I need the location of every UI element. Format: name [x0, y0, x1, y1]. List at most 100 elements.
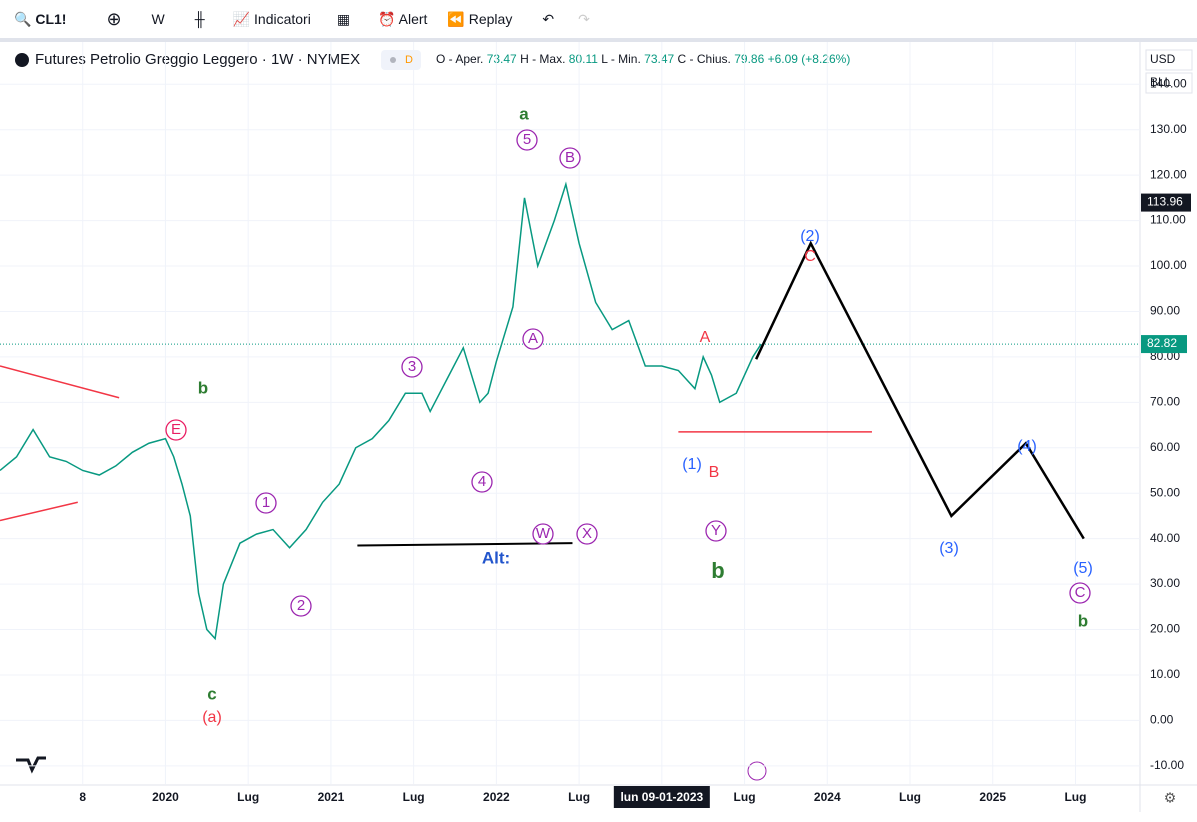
x-tick-label: 8: [79, 790, 86, 804]
x-crosshair-bg: [613, 786, 710, 808]
y-tick-label: 20.00: [1150, 622, 1180, 636]
unit-button[interactable]: [1145, 72, 1193, 94]
ohlc: O - Aper. 73.47 H - Max. 80.11 L - Min. …: [436, 52, 850, 66]
label: O - Aper.: [436, 52, 483, 66]
y-tick-label: 10.00: [1150, 667, 1180, 681]
x-tick-label: 2024: [814, 790, 841, 804]
y-tick-label: 90.00: [1150, 304, 1180, 318]
value: 79.86: [734, 52, 764, 66]
x-tick-label: 2021: [318, 790, 345, 804]
change: +6.09 (+8.26%): [768, 52, 851, 66]
alert-label[interactable]: Alert: [398, 10, 428, 27]
alert[interactable]: ⏰ Alert: [378, 10, 428, 27]
label: C - Chius.: [678, 52, 731, 66]
redo[interactable]: ↷: [578, 10, 590, 27]
wave-label: W: [536, 525, 551, 542]
y-tick-label: 50.00: [1150, 485, 1180, 499]
logo: [16, 756, 46, 774]
badge-bg: [381, 50, 421, 70]
wave-circle: [1069, 582, 1091, 604]
wave-circle: [705, 520, 727, 542]
wave-label: b: [711, 558, 724, 583]
y-tick-label: 140.00: [1150, 76, 1187, 90]
layouts[interactable]: ▦: [336, 10, 351, 27]
x-tick-label: 2020: [152, 790, 179, 804]
label: L - Min.: [601, 52, 641, 66]
indicators-label[interactable]: Indicatori: [254, 10, 311, 27]
chart: Futures Petrolio Greggio Leggero · 1W · …: [0, 42, 1197, 812]
wave-label: (3): [939, 540, 959, 557]
x-tick-label: 2025: [979, 790, 1006, 804]
wave-label: (a): [202, 709, 222, 726]
x-tick-label: Lug: [568, 790, 590, 804]
wave-label: Y: [711, 522, 721, 539]
chart-title: Futures Petrolio Greggio Leggero · 1W · …: [35, 51, 360, 68]
wave-label: (1): [682, 456, 702, 473]
wave-label: B: [565, 149, 575, 166]
symbol[interactable]: CL1!: [35, 10, 67, 27]
currency[interactable]: USD: [1150, 52, 1176, 66]
symbol-search[interactable]: 🔍 CL1!: [14, 10, 67, 27]
badge-dot: [390, 57, 396, 63]
wave-label: A: [700, 329, 711, 346]
wave-label: b: [198, 378, 208, 397]
wave-circle: [165, 419, 187, 441]
value: 80.11: [569, 52, 598, 66]
y-tick-label: 0.00: [1150, 713, 1174, 727]
wave-label: 5: [523, 131, 531, 148]
replay-label[interactable]: Replay: [468, 10, 513, 27]
interval[interactable]: W: [151, 11, 165, 27]
unit[interactable]: BLL: [1150, 75, 1172, 89]
toolbar: 🔍 CL1! ⊕ W ╫ 📈 Indicatori ▦ ⏰ Alert ⏪ Re…: [0, 0, 1197, 42]
wave-label: 4: [478, 473, 486, 490]
wave-label: b: [1078, 611, 1088, 630]
wave-label: E: [171, 421, 181, 438]
x-tick-label: Lug: [1064, 790, 1086, 804]
wave-label: (5): [1073, 560, 1093, 577]
badge: D: [405, 54, 413, 66]
wave-circle: [516, 129, 538, 151]
y-tick-label: -10.00: [1150, 758, 1184, 772]
price-line: [0, 181, 762, 641]
wave-label: Alt:: [482, 548, 510, 567]
wave-label: C: [804, 248, 816, 265]
crosshair-bg: [1141, 193, 1191, 212]
chart-type[interactable]: ╫: [194, 11, 205, 27]
add-symbol[interactable]: ⊕: [106, 8, 122, 29]
wave-circle: [290, 595, 312, 617]
x-tick-label: Lug: [899, 790, 921, 804]
wave-label: 1: [262, 494, 270, 511]
drawing-line: [357, 542, 573, 547]
undo[interactable]: ↶: [542, 10, 555, 27]
last-price-label: 82.82: [1147, 336, 1177, 350]
settings[interactable]: ⚙: [1164, 790, 1177, 806]
x-tick-label: 2022: [483, 790, 510, 804]
wave-circle: [576, 523, 598, 545]
drawing-line: [0, 501, 78, 522]
value: 73.47: [487, 52, 517, 66]
y-tick-label: 60.00: [1150, 440, 1180, 454]
wave-label: c: [207, 684, 216, 703]
wave-label: (2): [800, 228, 820, 245]
wave-circle: [532, 523, 554, 545]
y-tick-label: 30.00: [1150, 576, 1180, 590]
projection-line: [755, 240, 1085, 540]
last-price-bg: [1141, 335, 1187, 354]
x-tick-label: Lug: [734, 790, 756, 804]
indicators[interactable]: 📈 Indicatori: [232, 10, 311, 27]
replay[interactable]: ⏪ Replay: [447, 10, 513, 27]
y-tick-label: 110.00: [1150, 213, 1186, 227]
wave-label: (4): [1017, 438, 1037, 455]
currency-button[interactable]: [1145, 49, 1193, 71]
wave-label: X: [582, 525, 592, 542]
y-tick-label: 40.00: [1150, 531, 1180, 545]
wave-label: B: [709, 464, 720, 481]
symbol-icon: [15, 53, 29, 67]
wave-circle: [559, 147, 581, 169]
wave-label: 2: [297, 597, 305, 614]
wave-label: A: [528, 330, 538, 347]
x-tick-label: lun 09-01-2023: [620, 790, 703, 804]
wave-label: C: [1075, 584, 1086, 601]
x-tick-label: Lug: [237, 790, 259, 804]
events-icon[interactable]: [747, 761, 767, 781]
